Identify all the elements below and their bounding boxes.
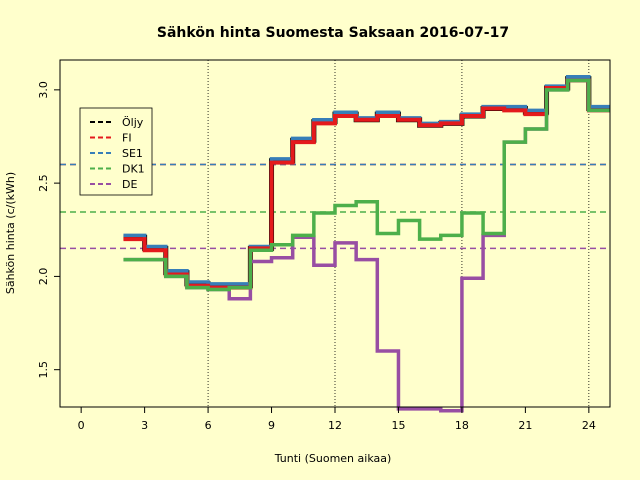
legend-label-2: SE1 [122,147,143,160]
y-tick-label: 2.5 [37,174,50,192]
legend-label-3: DK1 [122,163,145,176]
x-tick-label: 15 [391,419,405,432]
legend: Öljy FI SE1 DK1 DE [79,107,153,196]
y-axis-ticks: 1.5 2.0 2.5 3.0 [37,81,60,378]
x-tick-label: 24 [582,419,596,432]
legend-label-4: DE [122,178,137,191]
x-axis-label: Tunti (Suomen aikaa) [274,452,392,465]
y-axis-label: Sähkön hinta (c/(kWh) [4,172,17,294]
legend-box [79,107,153,196]
y-tick-label: 2.0 [37,268,50,286]
series-line-3 [123,78,610,292]
x-tick-label: 3 [141,419,148,432]
x-tick-label: 18 [455,419,469,432]
x-tick-label: 9 [268,419,275,432]
x-tick-label: 21 [518,419,532,432]
x-tick-label: 12 [328,419,342,432]
legend-label-1: FI [122,132,132,145]
y-tick-label: 3.0 [37,81,50,99]
chart-title: Sähkön hinta Suomesta Saksaan 2016-07-17 [157,25,509,41]
x-tick-label: 0 [78,419,85,432]
x-tick-label: 6 [205,419,212,432]
legend-label-0: Öljy [122,116,144,129]
y-tick-label: 1.5 [37,361,50,379]
series-line-2 [123,75,610,286]
x-axis-ticks: 0 3 6 9 12 15 18 21 24 [78,407,596,432]
series-lines [123,75,610,413]
